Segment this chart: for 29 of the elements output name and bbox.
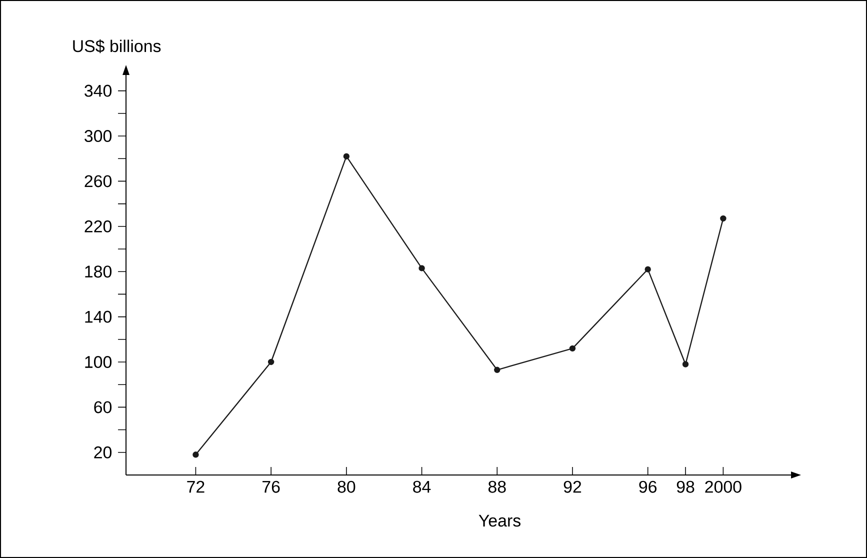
x-axis-title: Years — [478, 514, 520, 527]
y-tick-label: 20 — [94, 446, 112, 458]
y-tick-label: 340 — [84, 84, 112, 97]
x-tick-label: 96 — [639, 480, 657, 493]
x-tick-label: 76 — [262, 480, 280, 493]
point — [644, 266, 651, 272]
point — [192, 452, 199, 458]
x-tick-label: 80 — [338, 480, 356, 493]
point — [569, 345, 576, 352]
y-tick-label: 180 — [85, 266, 112, 278]
point — [682, 361, 689, 368]
y-tick-label: 220 — [84, 220, 112, 232]
point — [343, 153, 350, 160]
y-tick-label: 60 — [94, 401, 112, 414]
y-tick-label: 260 — [84, 175, 112, 188]
x-tick-label: 84 — [413, 480, 431, 493]
point — [720, 215, 726, 222]
point — [494, 366, 500, 373]
y-tick-label: 140 — [85, 310, 112, 323]
x-tick-label: 88 — [488, 480, 506, 493]
y-tick-label: 300 — [84, 130, 112, 142]
point — [268, 358, 274, 366]
x-tick-label: 72 — [187, 480, 204, 493]
x-tick-label: 2000 — [705, 480, 742, 493]
y-axis-title: US$ billions — [73, 39, 161, 54]
point — [418, 265, 425, 272]
y-tick-label: 100 — [85, 356, 112, 368]
x-tick-label: 92 — [564, 480, 582, 493]
x-tick-label: 98 — [676, 480, 694, 493]
